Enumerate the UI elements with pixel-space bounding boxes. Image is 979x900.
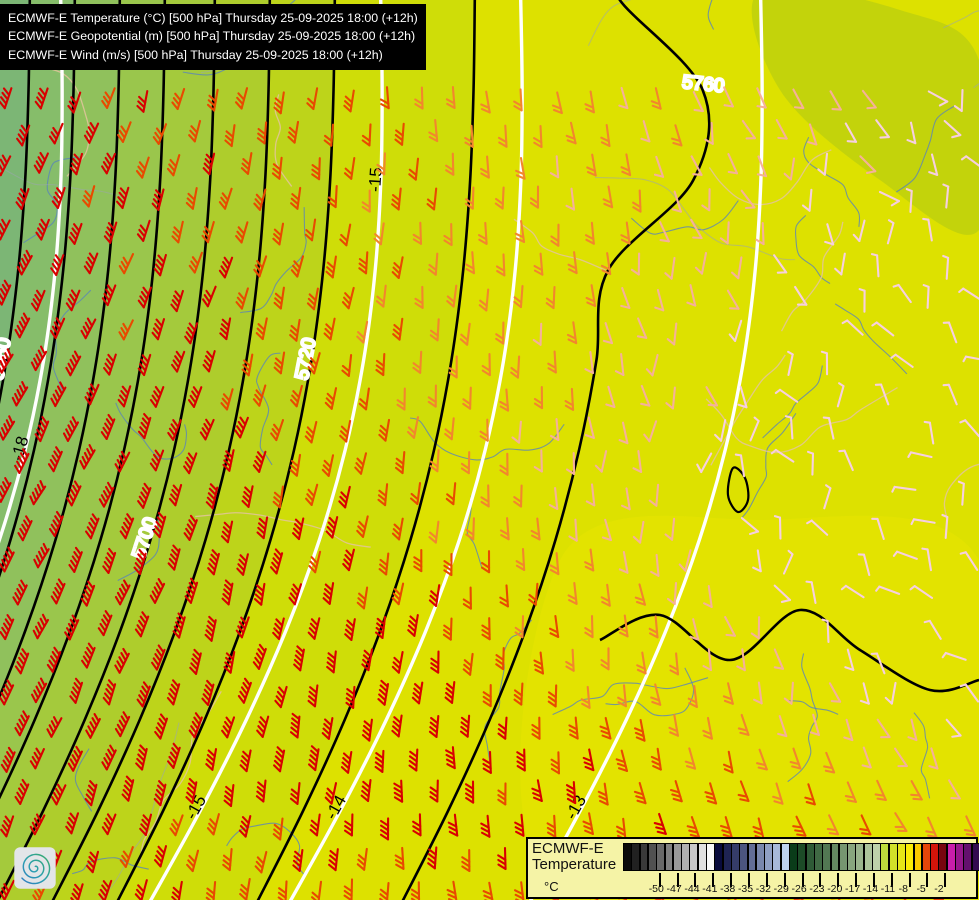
svg-text:-15: -15 (365, 167, 386, 193)
svg-text:5760: 5760 (681, 72, 725, 97)
